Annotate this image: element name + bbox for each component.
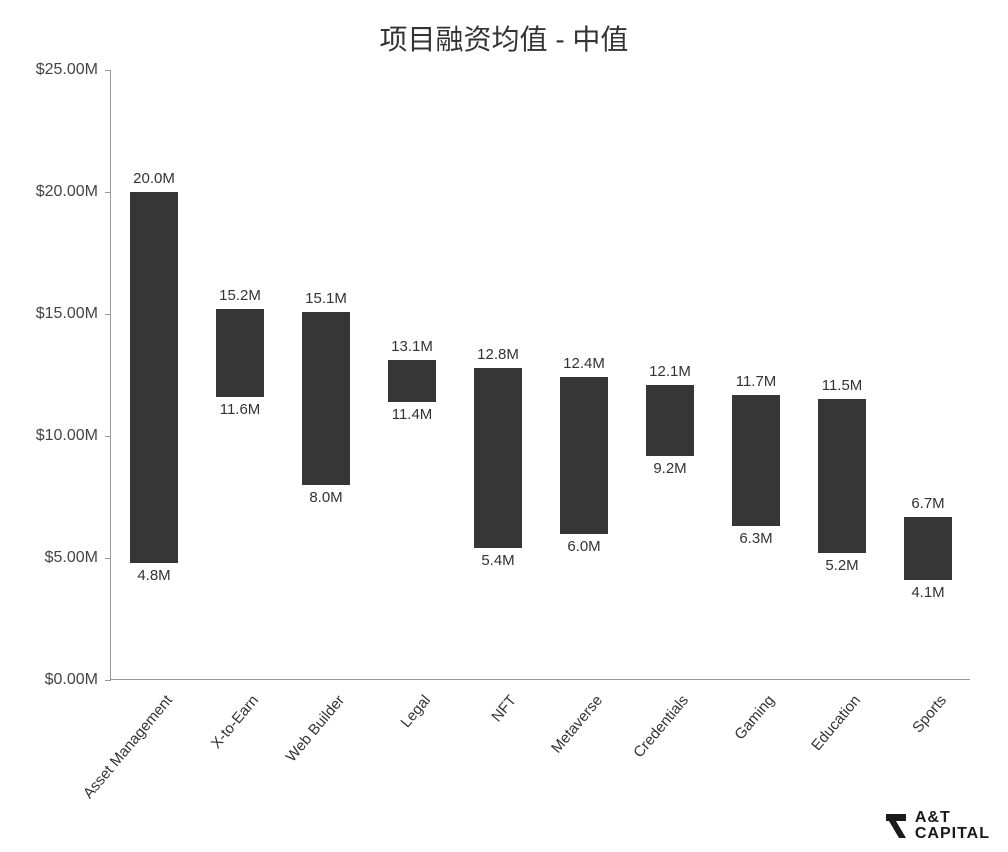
xtick-label: Metaverse — [503, 692, 606, 810]
bar-high-label: 15.1M — [305, 290, 347, 307]
bar — [560, 377, 607, 533]
ytick-label: $0.00M — [8, 671, 98, 689]
bar-low-label: 9.2M — [653, 460, 686, 477]
bar — [302, 312, 349, 485]
ytick-label: $15.00M — [8, 305, 98, 323]
logo-text-line1: A&T — [915, 810, 990, 826]
xtick-label: NFT — [417, 692, 520, 810]
bar-high-label: 13.1M — [391, 338, 433, 355]
bar-high-label: 15.2M — [219, 287, 261, 304]
ytick-label: $10.00M — [8, 427, 98, 445]
logo-text-line2: CAPITAL — [915, 826, 990, 842]
ytick-mark — [105, 436, 111, 437]
xtick-label: Sports — [847, 692, 950, 810]
bar-low-label: 4.1M — [911, 584, 944, 601]
bar-low-label: 6.0M — [567, 538, 600, 555]
ytick-label: $20.00M — [8, 183, 98, 201]
bar — [818, 399, 865, 553]
ytick-label: $5.00M — [8, 549, 98, 567]
bar — [388, 360, 435, 401]
bar-low-label: 8.0M — [309, 489, 342, 506]
xtick-label: Web Builder — [245, 692, 348, 810]
xtick-label: Gaming — [675, 692, 778, 810]
bar-high-label: 12.1M — [649, 363, 691, 380]
bar — [474, 368, 521, 549]
ytick-mark — [105, 558, 111, 559]
brand-logo: A&T CAPITAL — [883, 810, 990, 842]
bar — [732, 395, 779, 527]
bar-low-label: 5.4M — [481, 552, 514, 569]
bar-high-label: 11.7M — [736, 373, 777, 390]
xtick-label: X-to-Earn — [159, 692, 262, 810]
bar-low-label: 6.3M — [739, 530, 772, 547]
xtick-label: Legal — [331, 692, 434, 810]
xtick-label: Credentials — [589, 692, 692, 810]
bar-high-label: 12.8M — [477, 346, 519, 363]
chart-title: 项目融资均值 - 中值 — [0, 18, 1008, 58]
bar-low-label: 11.4M — [392, 406, 433, 423]
bar — [904, 517, 951, 580]
bar-low-label: 11.6M — [220, 401, 261, 418]
bar-low-label: 5.2M — [825, 557, 858, 574]
ytick-mark — [105, 314, 111, 315]
xtick-label: Education — [761, 692, 864, 810]
ytick-mark — [105, 192, 111, 193]
xtick-label: Asset Management — [73, 692, 176, 810]
bar — [130, 192, 177, 563]
logo-text: A&T CAPITAL — [915, 810, 990, 842]
bar-high-label: 6.7M — [911, 495, 944, 512]
ytick-mark — [105, 70, 111, 71]
ytick-label: $25.00M — [8, 61, 98, 79]
bar-high-label: 11.5M — [822, 377, 863, 394]
ytick-mark — [105, 680, 111, 681]
bar-low-label: 4.8M — [137, 567, 170, 584]
bar — [646, 385, 693, 456]
logo-arrow-icon — [883, 811, 909, 841]
bar — [216, 309, 263, 397]
plot-area: 20.0M 4.8M 15.2M 11.6M 15.1M 8.0M 13.1M 11.4M 12… — [110, 70, 970, 680]
bar-high-label: 20.0M — [133, 170, 175, 187]
chart-container: 项目融资均值 - 中值 20.0M 4.8M 15.2M 11.6M 15.1M 8.0M… — [0, 0, 1008, 852]
bar-high-label: 12.4M — [563, 355, 605, 372]
